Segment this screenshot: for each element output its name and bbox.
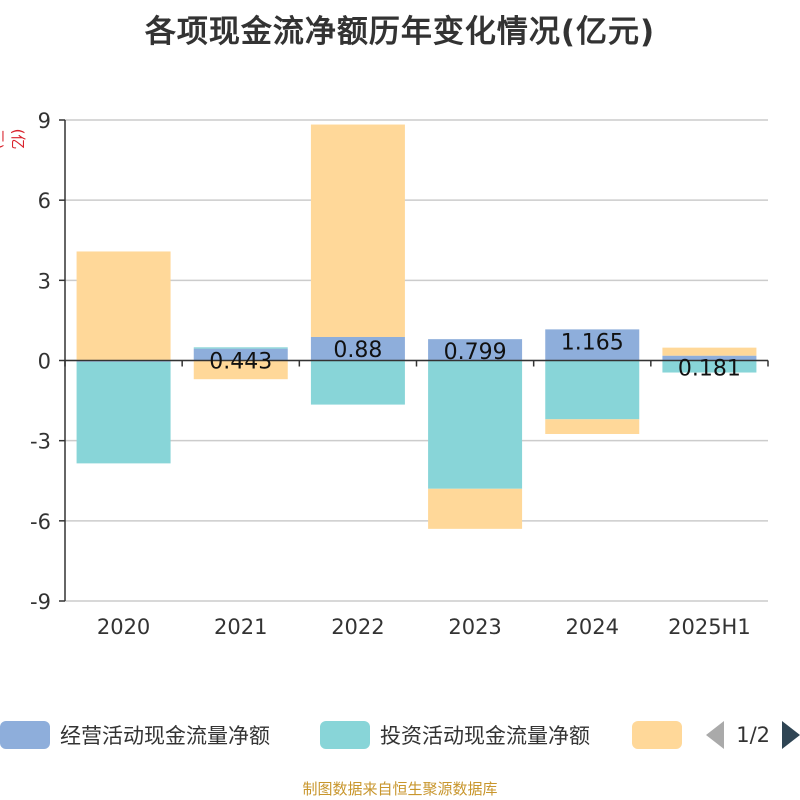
bar-segment [662,347,757,356]
bar-segment [76,361,171,464]
x-tick-label: 2024 [566,615,619,639]
legend-item-investing[interactable]: 投资活动现金流量净额 [320,718,590,752]
x-tick-label: 2021 [214,615,267,639]
legend-item-operating[interactable]: 经营活动现金流量净额 [0,718,270,752]
data-label: 0.443 [209,350,272,375]
bar-segment [193,347,288,349]
data-label: 0.181 [678,357,741,382]
bars [76,124,757,529]
bar-segment [193,360,288,380]
legend-label-investing: 投资活动现金流量净额 [380,724,590,748]
legend-swatch-operating [0,721,50,749]
legend-swatch-financing [632,721,682,749]
bar-segment [310,360,405,405]
bar-segment [428,360,523,489]
axes: 9 6 3 0 -3 -6 -9 2020 2021 2022 2023 2024 2025H1 [30,109,769,639]
data-label: 0.88 [333,338,382,363]
data-label: 0.799 [444,340,507,365]
bar-segment [310,124,405,337]
legend-next-icon[interactable] [782,721,800,749]
y-tick-label: 3 [38,269,51,293]
legend-swatch-investing [320,721,370,749]
legend-page-indicator: 1/2 [736,723,770,747]
bar-segment [545,360,640,420]
legend: 经营活动现金流量净额 投资活动现金流量净额 1/2 [0,718,800,752]
bar-segment [545,419,640,434]
bar-segment [662,360,757,373]
legend-label-operating: 经营活动现金流量净额 [60,724,270,748]
y-tick-label: -3 [30,430,51,454]
bar-segment [545,329,640,361]
y-tick-label: 0 [38,350,51,374]
y-tick-label: -9 [30,590,51,614]
legend-prev-icon[interactable] [706,721,725,749]
y-tick-label: 6 [38,189,51,213]
data-label: 1.165 [561,330,624,355]
bar-segment [428,488,523,529]
chart-title: 各项现金流净额历年变化情况(亿元) [144,14,656,50]
y-tick-label: -6 [30,510,51,534]
x-tick-label: 2025H1 [668,615,751,639]
bar-segment [428,339,523,361]
x-tick-label: 2020 [97,615,150,639]
bar-segment [76,251,171,361]
bar-segment [193,348,288,361]
legend-pager: 1/2 [706,718,800,752]
y-tick-label: 9 [38,109,51,133]
bar-segment [310,336,405,361]
x-tick-label: 2022 [331,615,384,639]
x-tick-label: 2023 [448,615,501,639]
data-labels: 0.443 0.88 0.799 1.165 0.181 [209,330,741,381]
data-source-note: 制图数据来自恒生聚源数据库 [302,780,498,798]
legend-item-financing[interactable] [632,718,692,752]
bar-segment [662,355,757,361]
